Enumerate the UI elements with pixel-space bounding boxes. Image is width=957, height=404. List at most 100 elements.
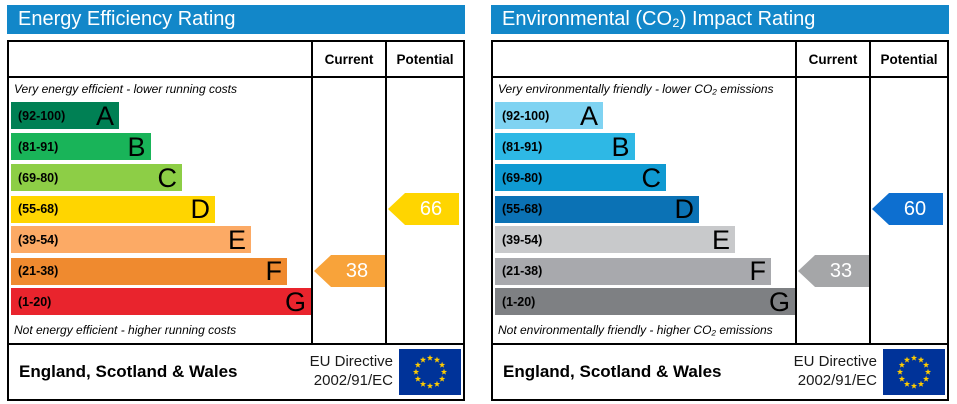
band-cell: (1-20) G bbox=[9, 286, 311, 317]
band-letter: G bbox=[284, 286, 306, 317]
band-bar-g: (1-20) G bbox=[495, 288, 795, 315]
current-cell bbox=[795, 286, 869, 317]
current-cell bbox=[795, 317, 869, 343]
band-range: (69-80) bbox=[502, 170, 543, 185]
current-cell bbox=[311, 162, 385, 193]
band-bar-g: (1-20) G bbox=[11, 288, 311, 315]
eu-directive-line1: EU Directive bbox=[309, 353, 393, 371]
potential-cell: 60 bbox=[869, 193, 947, 225]
top-note: Very energy efficient - lower running co… bbox=[14, 82, 237, 96]
eu-directive-text: EU Directive 2002/91/EC bbox=[310, 353, 393, 391]
band-row-g: (1-20) G bbox=[493, 286, 947, 317]
band-range: (81-91) bbox=[18, 139, 59, 154]
eu-directive-line1: EU Directive bbox=[793, 353, 877, 371]
current-cell bbox=[311, 100, 385, 131]
rating-table: Current Potential Very environmentally f… bbox=[491, 40, 949, 345]
energy-efficiency-panel: Energy Efficiency Rating Current Potenti… bbox=[7, 5, 465, 401]
band-range: (21-38) bbox=[18, 264, 59, 278]
band-cell: (21-38) F bbox=[493, 255, 795, 287]
band-range: (21-38) bbox=[502, 264, 543, 278]
panel-title: Energy Efficiency Rating bbox=[18, 8, 236, 30]
current-cell bbox=[311, 286, 385, 317]
potential-cell bbox=[869, 100, 947, 131]
band-row-e: (39-54) E bbox=[9, 224, 463, 255]
current-rating-arrow: 38 bbox=[314, 255, 385, 287]
potential-rating-arrow: 60 bbox=[872, 193, 943, 225]
top-note-row: Very energy efficient - lower running co… bbox=[9, 78, 463, 100]
header-row: Current Potential bbox=[493, 42, 947, 78]
band-cell: (69-80) C bbox=[9, 162, 311, 193]
potential-column-header: Potential bbox=[869, 42, 947, 76]
band-range: (92-100) bbox=[502, 108, 550, 123]
current-cell bbox=[311, 224, 385, 255]
band-range: (55-68) bbox=[502, 202, 543, 216]
band-cell: (92-100) A bbox=[493, 100, 795, 131]
header-spacer bbox=[9, 42, 311, 76]
band-cell: (55-68) D bbox=[493, 193, 795, 225]
band-bar-d: (55-68) D bbox=[495, 195, 699, 223]
band-cell: (39-54) E bbox=[493, 224, 795, 255]
band-letter: B bbox=[127, 131, 146, 162]
band-letter: C bbox=[641, 162, 662, 193]
potential-cell bbox=[869, 286, 947, 317]
current-column-header: Current bbox=[795, 42, 869, 76]
potential-cell bbox=[869, 224, 947, 255]
band-bar-b: (81-91) B bbox=[11, 133, 151, 160]
current-cell bbox=[311, 131, 385, 162]
top-note: Very environmentally friendly - lower CO… bbox=[498, 82, 774, 96]
band-letter: E bbox=[227, 224, 246, 255]
potential-cell bbox=[385, 224, 463, 255]
band-bar-f: (21-38) F bbox=[11, 256, 287, 286]
potential-cell bbox=[869, 255, 947, 287]
band-row-c: (69-80) C bbox=[493, 162, 947, 193]
band-letter: F bbox=[265, 256, 283, 286]
potential-column-header: Potential bbox=[385, 42, 463, 76]
band-cell: (39-54) E bbox=[9, 224, 311, 255]
top-note-row: Very environmentally friendly - lower CO… bbox=[493, 78, 947, 100]
band-letter: A bbox=[95, 100, 114, 131]
band-cell: (1-20) G bbox=[493, 286, 795, 317]
eu-flag-icon bbox=[883, 349, 945, 395]
band-letter: E bbox=[711, 224, 730, 255]
bottom-note-row: Not environmentally friendly - higher CO… bbox=[493, 317, 947, 343]
current-cell bbox=[795, 100, 869, 131]
band-bar-a: (92-100) A bbox=[11, 102, 119, 129]
band-range: (1-20) bbox=[502, 294, 536, 309]
header-row: Current Potential bbox=[9, 42, 463, 78]
footer-region: England, Scotland & Wales bbox=[503, 362, 722, 381]
current-cell: 33 bbox=[795, 255, 869, 287]
band-letter: B bbox=[611, 131, 630, 162]
header-spacer bbox=[493, 42, 795, 76]
current-cell bbox=[311, 78, 385, 100]
footer: England, Scotland & Wales EU Directive 2… bbox=[7, 343, 465, 401]
current-cell bbox=[795, 78, 869, 100]
band-row-a: (92-100) A bbox=[9, 100, 463, 131]
current-cell bbox=[795, 162, 869, 193]
band-range: (1-20) bbox=[18, 294, 52, 309]
eu-directive-line2: 2002/91/EC bbox=[797, 372, 877, 389]
environmental-impact-panel: Environmental (CO₂) Impact Rating Curren… bbox=[491, 5, 949, 401]
title-bar: Environmental (CO₂) Impact Rating bbox=[491, 5, 949, 34]
panel-title: Environmental (CO₂) Impact Rating bbox=[502, 8, 816, 30]
potential-cell bbox=[385, 255, 463, 287]
band-letter: A bbox=[579, 100, 598, 131]
band-row-b: (81-91) B bbox=[9, 131, 463, 162]
band-row-g: (1-20) G bbox=[9, 286, 463, 317]
potential-cell bbox=[385, 317, 463, 343]
band-bar-e: (39-54) E bbox=[495, 226, 735, 253]
band-rows: (92-100) A (81-91) B (69-80) C (55-68) D 66 (39-5… bbox=[9, 100, 463, 317]
potential-cell bbox=[385, 131, 463, 162]
band-range: (39-54) bbox=[18, 232, 59, 247]
current-cell bbox=[311, 317, 385, 343]
band-range: (81-91) bbox=[502, 139, 543, 154]
band-cell: (81-91) B bbox=[9, 131, 311, 162]
band-bar-e: (39-54) E bbox=[11, 226, 251, 253]
band-row-d: (55-68) D 60 bbox=[493, 193, 947, 225]
band-row-a: (92-100) A bbox=[493, 100, 947, 131]
band-bar-d: (55-68) D bbox=[11, 195, 215, 223]
current-cell: 38 bbox=[311, 255, 385, 287]
current-cell bbox=[795, 193, 869, 225]
potential-cell bbox=[869, 162, 947, 193]
band-row-d: (55-68) D 66 bbox=[9, 193, 463, 225]
